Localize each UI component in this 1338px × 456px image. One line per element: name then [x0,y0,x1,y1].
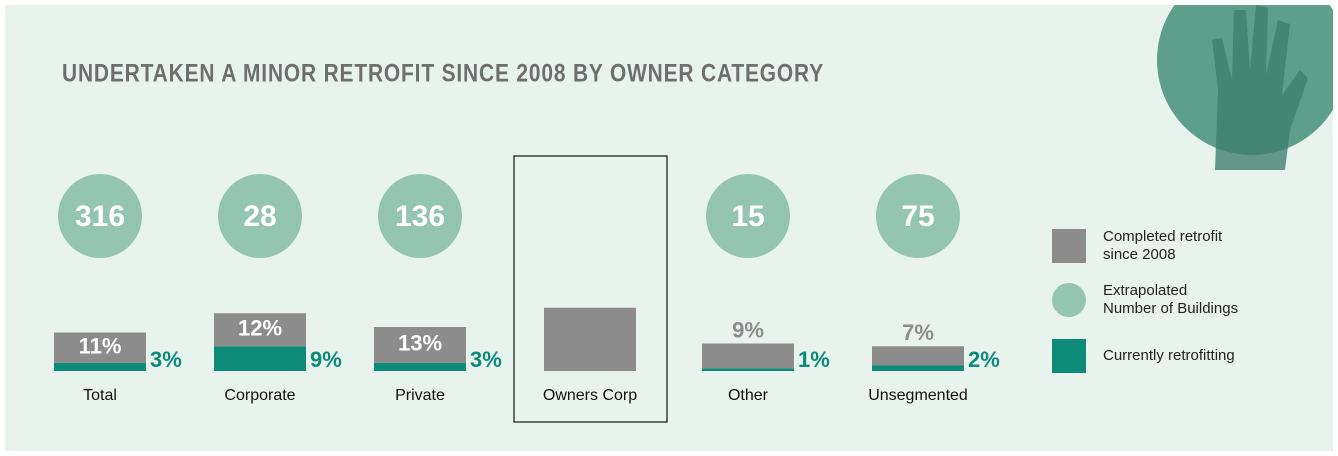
building-count: 75 [901,200,934,233]
decoration [1157,0,1338,170]
category-label: Other [728,387,769,404]
building-count: 15 [731,200,764,233]
legend-swatch [1052,283,1086,317]
category-label: Total [83,387,117,404]
legend-swatch [1052,229,1086,263]
category-label: Owners Corp [543,387,637,404]
current-bar [872,366,964,372]
completed-label: 13% [398,331,442,356]
category-label: Private [395,387,445,404]
completed-label: 7% [902,320,934,345]
category-label: Corporate [224,387,295,404]
completed-bar [872,346,964,365]
page: UNDERTAKEN A MINOR RETROFIT SINCE 2008 B… [0,0,1338,456]
completed-label: 11% [79,333,122,358]
current-bar [702,368,794,371]
building-count: 136 [395,200,445,233]
legend-swatch [1052,339,1086,373]
legend-label: Currently retrofitting [1103,347,1242,365]
chart-title: UNDERTAKEN A MINOR RETROFIT SINCE 2008 B… [62,60,824,88]
current-label: 9% [310,347,342,372]
legend-label: Extrapolated Number of Buildings [1103,282,1242,318]
completed-label: 9% [732,317,764,342]
completed-bar [544,308,636,371]
current-label: 3% [470,347,502,372]
current-bar [214,346,306,371]
building-count: 316 [75,200,125,233]
building-count: 28 [243,200,276,233]
highlight-box [514,156,667,422]
legend-label: Completed retrofit since 2008 [1103,228,1242,264]
current-label: 3% [150,347,182,372]
completed-bar [702,344,794,369]
completed-label: 12% [238,316,282,341]
current-bar [54,363,146,371]
current-label: 1% [798,347,830,372]
current-label: 2% [968,347,1000,372]
category-label: Unsegmented [868,387,968,404]
current-bar [374,363,466,371]
